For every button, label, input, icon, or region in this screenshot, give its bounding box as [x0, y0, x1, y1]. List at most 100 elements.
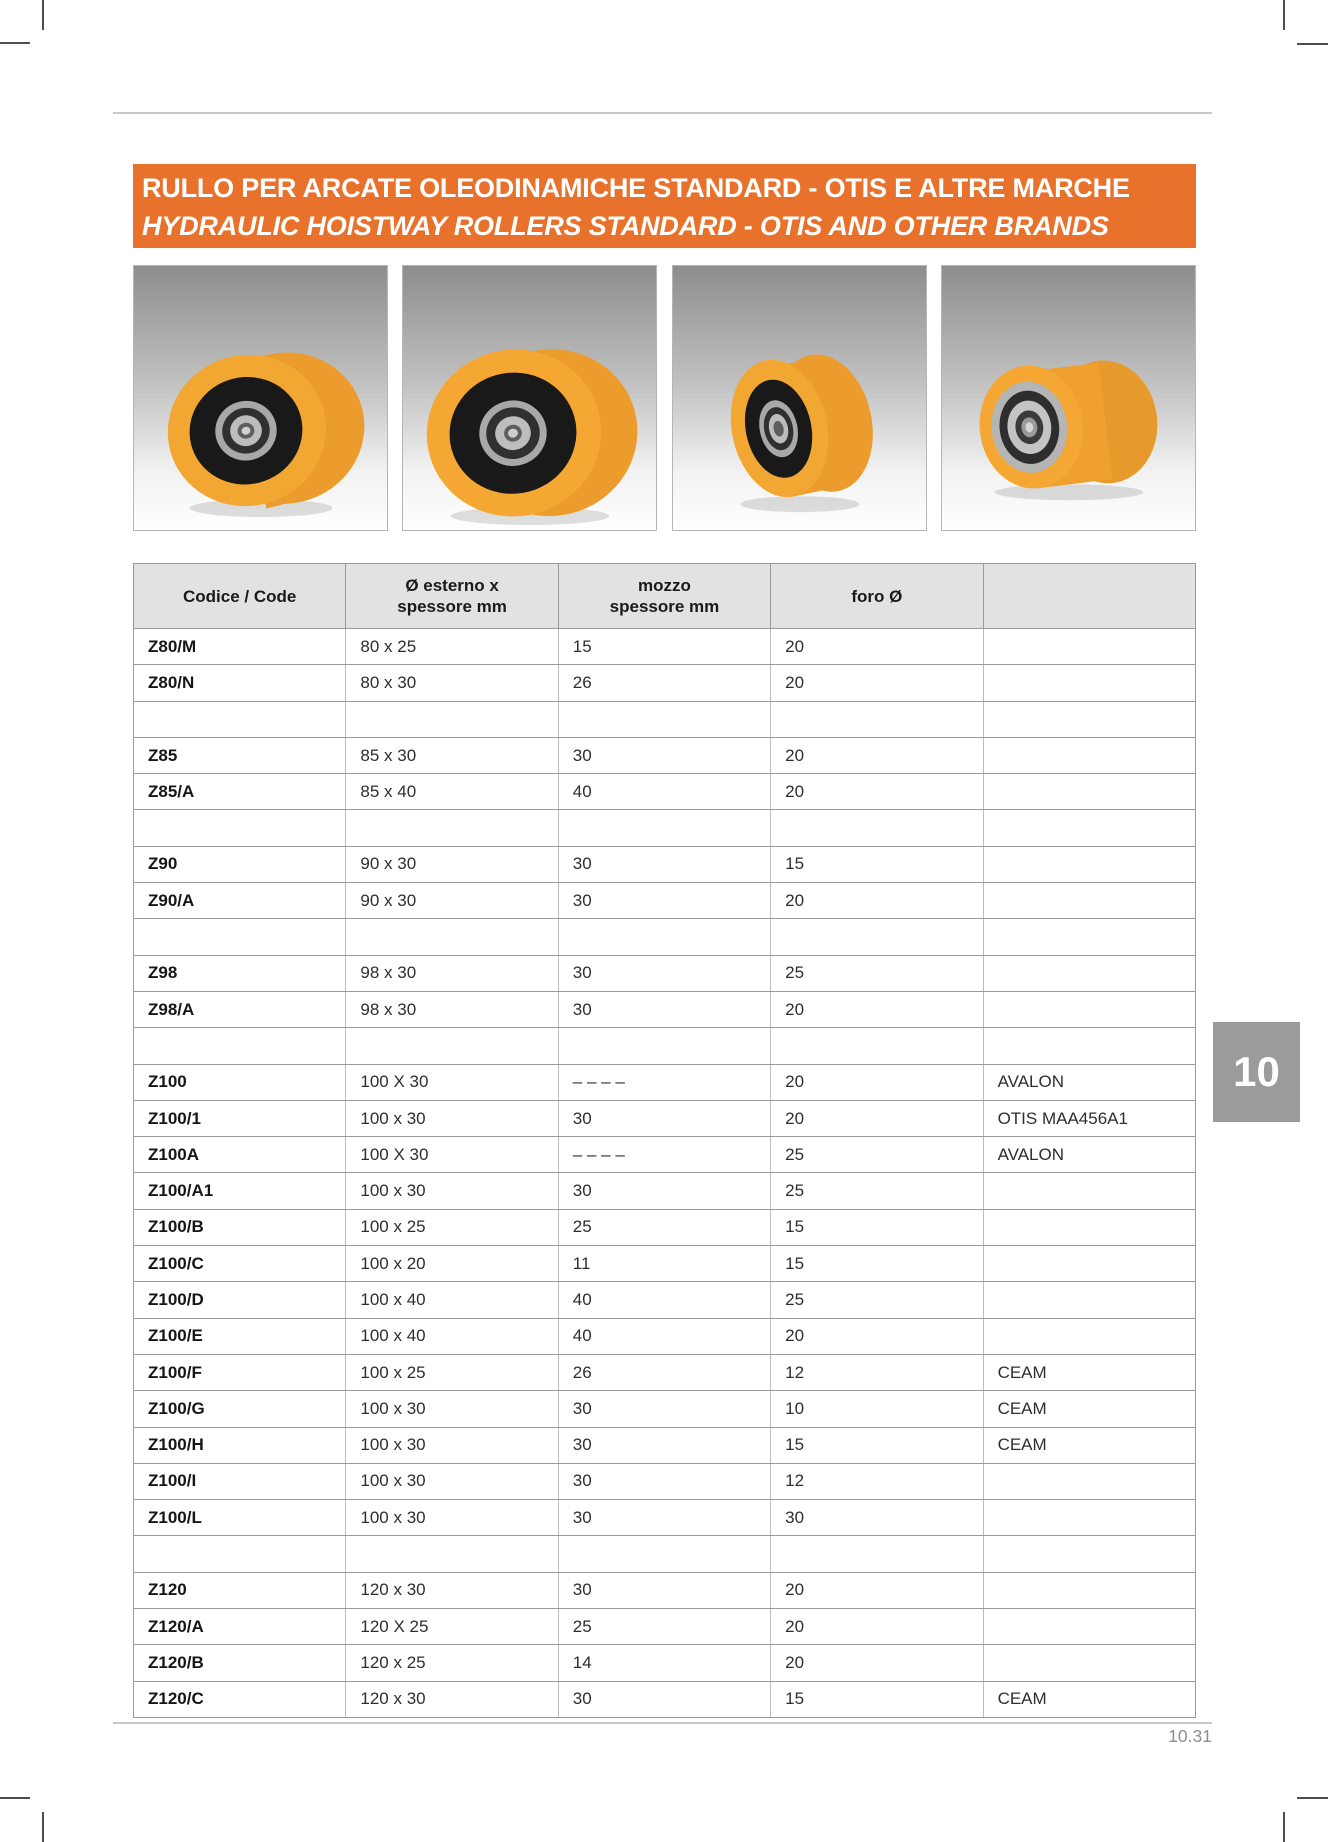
spec-table: Codice / Code Ø esterno x spessore mm mo… — [132, 563, 1197, 1718]
cell-code: Z100/A1 — [132, 1172, 347, 1210]
spec-table-header: Codice / Code Ø esterno x spessore mm mo… — [132, 563, 1197, 629]
cell-code: Z100/F — [132, 1353, 347, 1392]
cell-outer-diameter: 100 X 30 — [345, 1063, 559, 1101]
table-row — [132, 1535, 1197, 1573]
cell-code: Z100/G — [132, 1390, 347, 1428]
header-outer-diameter: Ø esterno x spessore mm — [345, 563, 559, 629]
cell-outer-diameter — [345, 809, 559, 847]
table-row — [132, 700, 1197, 738]
cell-code: Z100A — [132, 1136, 347, 1174]
cell-brand — [982, 1571, 1197, 1610]
roller-photo-icon — [167, 352, 365, 518]
cell-bore — [770, 1027, 984, 1065]
cell-outer-diameter — [345, 700, 559, 738]
cell-hub-thickness: 40 — [557, 1317, 772, 1355]
header-bore: foro Ø — [770, 563, 984, 629]
table-row: Z100/I 100 x 30 30 12 — [132, 1462, 1197, 1501]
cell-hub-thickness: – – – – — [557, 1136, 772, 1174]
cell-bore: 25 — [770, 1281, 984, 1319]
cell-brand — [982, 1499, 1197, 1537]
page-number: 10.31 — [1168, 1726, 1212, 1746]
cell-code: Z98/A — [132, 990, 347, 1029]
cell-bore: 12 — [770, 1353, 984, 1392]
table-row: Z100 100 X 30 – – – – 20 AVALON — [132, 1063, 1197, 1101]
cell-hub-thickness: 30 — [557, 1462, 772, 1501]
cell-hub-thickness: 11 — [557, 1245, 772, 1283]
cell-brand — [982, 809, 1197, 847]
cell-outer-diameter: 80 x 25 — [345, 627, 559, 666]
cell-brand — [982, 1462, 1197, 1501]
cell-outer-diameter: 120 x 30 — [345, 1571, 559, 1610]
cell-code: Z100/L — [132, 1499, 347, 1537]
table-row: Z100A 100 X 30 – – – – 25 AVALON — [132, 1136, 1197, 1174]
cell-code: Z100/B — [132, 1208, 347, 1247]
cell-brand — [982, 1027, 1197, 1065]
table-row: Z100/B 100 x 25 25 15 — [132, 1208, 1197, 1247]
cell-outer-diameter: 100 X 30 — [345, 1136, 559, 1174]
cell-hub-thickness — [557, 1535, 772, 1573]
table-row: Z100/1 100 x 30 30 20 OTIS MAA456A1 — [132, 1099, 1197, 1138]
table-row: Z100/A1 100 x 30 30 25 — [132, 1172, 1197, 1210]
cell-hub-thickness: 30 — [557, 1426, 772, 1464]
header-code: Codice / Code — [132, 563, 347, 629]
cell-bore: 20 — [770, 1571, 984, 1610]
cell-code: Z120/B — [132, 1644, 347, 1682]
cell-code — [132, 700, 347, 738]
crop-mark-top-left-h — [0, 42, 30, 44]
cell-bore: 20 — [770, 627, 984, 666]
cell-hub-thickness — [557, 918, 772, 956]
cell-bore: 25 — [770, 1136, 984, 1174]
table-body: Z80/M 80 x 25 15 20 Z80/N 80 x 30 26 20 … — [132, 627, 1197, 1718]
cell-outer-diameter: 98 x 30 — [345, 990, 559, 1029]
cell-outer-diameter: 100 x 40 — [345, 1281, 559, 1319]
cell-brand — [982, 700, 1197, 738]
cell-code: Z120/A — [132, 1608, 347, 1646]
cell-outer-diameter: 100 x 20 — [345, 1245, 559, 1283]
cell-bore: 15 — [770, 1426, 984, 1464]
cell-brand: CEAM — [982, 1426, 1197, 1464]
cell-outer-diameter: 100 x 30 — [345, 1426, 559, 1464]
table-row: Z85 85 x 30 30 20 — [132, 736, 1197, 775]
cell-outer-diameter: 85 x 30 — [345, 736, 559, 775]
cell-brand — [982, 627, 1197, 666]
cell-hub-thickness: 30 — [557, 1680, 772, 1718]
cell-code: Z90 — [132, 845, 347, 884]
chapter-tab: 10 — [1213, 1022, 1300, 1122]
cell-outer-diameter: 85 x 40 — [345, 773, 559, 811]
crop-mark-bottom-right-h — [1297, 1797, 1328, 1799]
cell-hub-thickness: 26 — [557, 664, 772, 702]
cell-code: Z85 — [132, 736, 347, 775]
cell-code — [132, 1027, 347, 1065]
cell-hub-thickness — [557, 1027, 772, 1065]
cell-bore: 20 — [770, 1063, 984, 1101]
cell-outer-diameter: 100 x 30 — [345, 1462, 559, 1501]
cell-brand — [982, 1245, 1197, 1283]
cell-brand: AVALON — [982, 1063, 1197, 1101]
cell-brand — [982, 736, 1197, 775]
cell-hub-thickness — [557, 809, 772, 847]
crop-mark-bottom-left-h — [0, 1797, 30, 1799]
roller-photo-icon — [979, 360, 1158, 501]
cell-brand: CEAM — [982, 1680, 1197, 1718]
cell-hub-thickness: 14 — [557, 1644, 772, 1682]
roller-photo-icon — [427, 349, 638, 525]
table-row: Z90 90 x 30 30 15 — [132, 845, 1197, 884]
cell-hub-thickness: 30 — [557, 845, 772, 884]
table-row — [132, 918, 1197, 956]
cell-brand — [982, 1172, 1197, 1210]
cell-brand: OTIS MAA456A1 — [982, 1099, 1197, 1138]
product-photo-2 — [402, 265, 658, 531]
cell-bore: 20 — [770, 990, 984, 1029]
cell-outer-diameter — [345, 1535, 559, 1573]
table-row: Z120 120 x 30 30 20 — [132, 1571, 1197, 1610]
cell-code: Z100 — [132, 1063, 347, 1101]
header-brand — [982, 563, 1197, 629]
cell-hub-thickness: 40 — [557, 1281, 772, 1319]
table-row: Z100/C 100 x 20 11 15 — [132, 1245, 1197, 1283]
cell-brand — [982, 845, 1197, 884]
cell-bore: 20 — [770, 1099, 984, 1138]
cell-bore — [770, 918, 984, 956]
cell-hub-thickness: 30 — [557, 736, 772, 775]
table-row: Z120/A 120 X 25 25 20 — [132, 1608, 1197, 1646]
table-row — [132, 1027, 1197, 1065]
